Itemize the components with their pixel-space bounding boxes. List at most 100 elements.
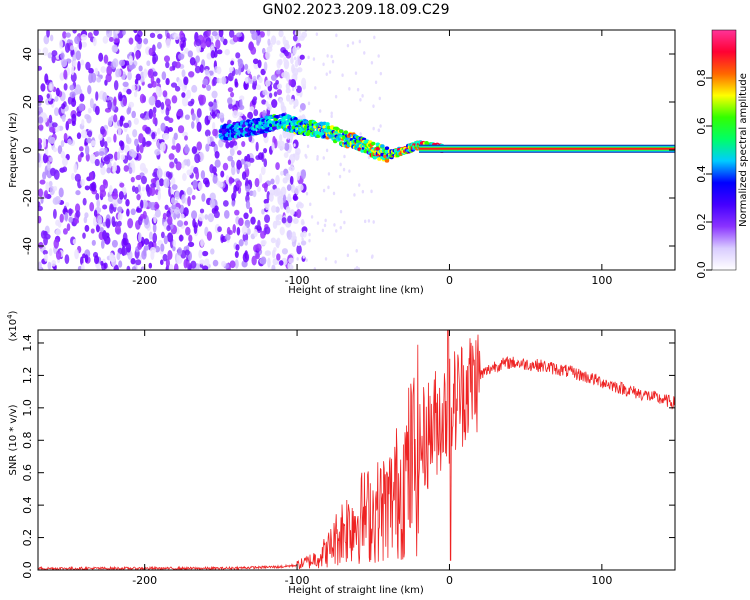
noise-blob <box>276 241 280 249</box>
signal-blob <box>325 122 330 126</box>
noise-blob <box>38 94 44 103</box>
noise-blob <box>296 257 299 261</box>
noise-blob <box>280 186 287 197</box>
noise-blob <box>118 260 123 268</box>
noise-blob <box>260 256 267 265</box>
x-tick-label: -100 <box>285 274 310 287</box>
noise-blob <box>191 84 198 93</box>
noise-blob <box>228 176 233 185</box>
noise-blob <box>276 89 283 96</box>
noise-blob <box>68 216 74 223</box>
noise-blob <box>181 194 186 204</box>
noise-blob <box>93 30 99 36</box>
noise-blob <box>112 58 119 68</box>
noise-blob <box>322 188 326 193</box>
noise-blob <box>191 195 196 201</box>
noise-blob <box>78 146 84 152</box>
noise-blob <box>207 115 212 121</box>
noise-blob <box>82 232 86 239</box>
noise-blob <box>192 179 198 189</box>
noise-blob <box>143 68 148 79</box>
noise-blob <box>149 246 157 254</box>
noise-blob <box>90 228 95 234</box>
noise-blob <box>83 216 88 224</box>
noise-blob <box>125 242 132 253</box>
y-tick-label: 0.8 <box>21 432 34 450</box>
noise-blob <box>294 236 297 240</box>
noise-blob <box>112 198 119 208</box>
snr-xlabel: Height of straight line (km) <box>288 585 424 596</box>
noise-blob <box>209 164 214 174</box>
noise-blob <box>163 178 170 188</box>
noise-blob <box>158 178 165 187</box>
y-tick-label: -20 <box>21 189 34 207</box>
noise-blob <box>64 254 70 265</box>
noise-blob <box>236 226 241 236</box>
noise-blob <box>290 53 294 57</box>
noise-blob <box>168 263 174 270</box>
noise-blob <box>287 159 292 165</box>
noise-blob <box>132 129 138 138</box>
noise-blob <box>143 38 149 45</box>
signal-blob <box>319 121 324 126</box>
noise-blob <box>315 32 319 36</box>
signal-blob <box>281 113 286 117</box>
noise-blob <box>185 226 191 236</box>
noise-blob <box>206 135 211 145</box>
noise-blob <box>87 85 92 95</box>
noise-blob <box>234 259 239 269</box>
noise-blob <box>195 55 200 63</box>
noise-blob <box>244 63 249 71</box>
noise-blob <box>139 113 145 119</box>
noise-blob <box>228 141 235 149</box>
noise-blob <box>82 253 86 259</box>
figure-title: GN02.2023.209.18.09.C29 <box>262 2 450 18</box>
noise-blob <box>72 54 77 62</box>
noise-blob <box>53 238 59 249</box>
x-tick-label: -200 <box>132 274 157 287</box>
y-tick-label: 0.6 <box>21 464 34 482</box>
noise-blob <box>115 68 122 78</box>
noise-blob <box>52 208 57 219</box>
noise-blob <box>230 91 235 98</box>
noise-blob <box>190 260 197 269</box>
noise-blob <box>40 196 44 204</box>
noise-blob <box>247 68 251 74</box>
noise-blob <box>54 96 59 102</box>
noise-blob <box>55 219 60 226</box>
noise-blob <box>297 46 300 50</box>
noise-blob <box>270 74 277 81</box>
noise-blob <box>265 79 271 87</box>
noise-blob <box>292 193 298 201</box>
noise-blob <box>119 94 123 102</box>
noise-blob <box>152 71 158 77</box>
noise-blob <box>154 30 160 34</box>
noise-blob <box>370 189 373 194</box>
noise-blob <box>137 241 143 250</box>
noise-blob <box>167 250 173 260</box>
noise-blob <box>210 50 216 59</box>
noise-blob <box>38 138 43 145</box>
noise-blob <box>238 163 243 169</box>
noise-blob <box>280 170 284 176</box>
signal-blob <box>372 155 377 160</box>
noise-blob <box>104 155 111 165</box>
noise-blob <box>164 98 171 107</box>
noise-blob <box>94 158 100 167</box>
noise-blob <box>102 35 109 44</box>
noise-blob <box>346 43 350 48</box>
noise-blob <box>276 69 281 75</box>
noise-blob <box>162 90 168 98</box>
noise-blob <box>80 33 88 41</box>
colorbar-tick-label: 0.8 <box>695 69 708 87</box>
noise-blob <box>209 198 216 209</box>
noise-blob <box>217 181 224 188</box>
noise-blob <box>276 40 281 46</box>
x-tick-label: -200 <box>132 574 157 587</box>
signal-blob <box>339 129 344 134</box>
noise-blob <box>122 30 126 36</box>
noise-blob <box>55 228 62 236</box>
noise-blob <box>285 94 291 102</box>
noise-blob <box>334 260 337 264</box>
noise-blob <box>232 140 238 146</box>
